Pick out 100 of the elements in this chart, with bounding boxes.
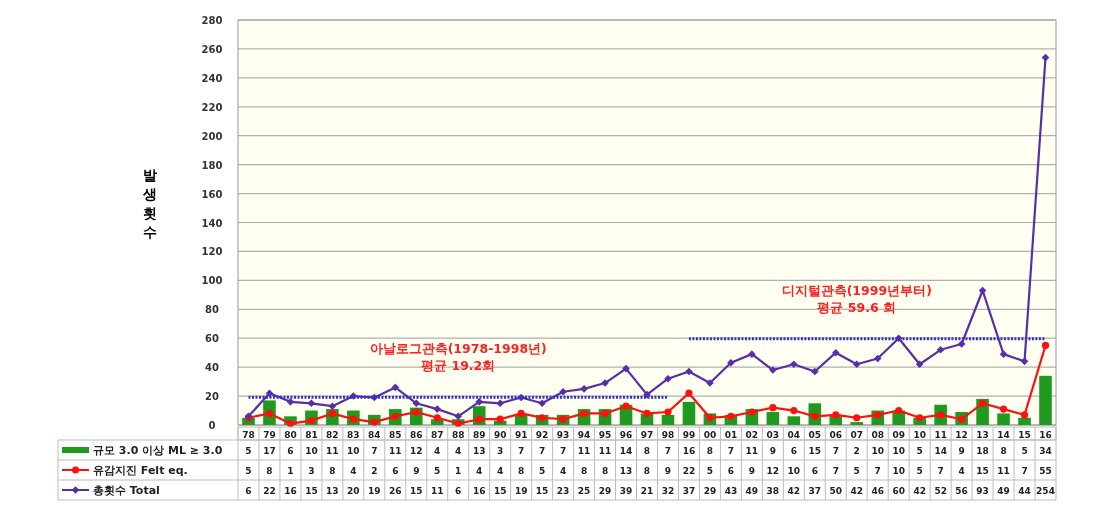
data-label: 42 xyxy=(850,485,864,496)
y-tick-label: 80 xyxy=(205,304,219,316)
data-label: 32 xyxy=(661,485,675,496)
x-tick-label: 15 xyxy=(1018,429,1031,440)
data-label: 5 xyxy=(916,445,923,456)
y-axis-title: 발생 횟수 xyxy=(142,167,157,240)
data-label: 11 xyxy=(997,465,1010,476)
data-label: 7 xyxy=(539,445,546,456)
data-label: 2 xyxy=(371,465,378,476)
x-tick-label: 99 xyxy=(682,429,696,440)
y-tick-label: 220 xyxy=(201,101,223,113)
x-tick-label: 09 xyxy=(892,429,905,440)
x-tick-label: 00 xyxy=(703,429,717,440)
data-label: 7 xyxy=(559,445,567,456)
data-label: 37 xyxy=(682,485,696,496)
data-label: 3 xyxy=(308,465,315,476)
y-tick-label: 280 xyxy=(201,15,223,26)
data-label: 49 xyxy=(997,485,1010,496)
data-label: 5 xyxy=(434,465,441,476)
data-label: 5 xyxy=(853,465,860,476)
data-label: 49 xyxy=(745,485,759,496)
data-label: 1 xyxy=(455,465,462,476)
x-tick-label: 78 xyxy=(242,429,255,440)
data-label: 8 xyxy=(580,465,588,476)
data-label: 8 xyxy=(643,445,651,456)
data-label: 8 xyxy=(706,445,714,456)
data-label: 11 xyxy=(389,445,402,456)
data-label: 8 xyxy=(518,465,525,476)
data-label: 6 xyxy=(811,465,818,476)
y-tick-label: 60 xyxy=(205,333,219,345)
x-tick-label: 04 xyxy=(787,429,801,440)
y-tick-label: 200 xyxy=(201,130,223,142)
y-tick-label: 40 xyxy=(205,362,219,374)
data-label: 7 xyxy=(832,465,839,476)
data-label: 60 xyxy=(892,485,905,496)
data-label: 4 xyxy=(497,465,504,476)
data-label: 3 xyxy=(497,445,504,456)
data-label: 6 xyxy=(790,445,797,456)
data-label: 4 xyxy=(434,445,441,456)
data-label: 5 xyxy=(245,465,252,476)
data-label: 39 xyxy=(619,485,633,496)
x-tick-label: 16 xyxy=(1039,429,1052,440)
data-label: 7 xyxy=(937,465,944,476)
x-tick-label: 01 xyxy=(724,429,738,440)
data-label: 38 xyxy=(766,485,780,496)
x-tick-label: 91 xyxy=(514,429,528,440)
data-label: 26 xyxy=(389,485,402,496)
data-label: 22 xyxy=(682,465,696,476)
x-tick-label: 88 xyxy=(451,429,465,440)
data-label: 4 xyxy=(476,465,483,476)
data-label: 254 xyxy=(1036,485,1055,496)
x-tick-label: 87 xyxy=(430,429,444,440)
data-label: 93 xyxy=(976,485,989,496)
data-label: 10 xyxy=(347,445,360,456)
data-label: 9 xyxy=(769,445,776,456)
x-tick-label: 96 xyxy=(619,429,633,440)
data-label: 11 xyxy=(430,485,444,496)
data-label: 50 xyxy=(829,485,843,496)
data-label: 5 xyxy=(245,445,252,456)
x-tick-label: 94 xyxy=(577,429,591,440)
x-tick-label: 11 xyxy=(934,429,947,440)
data-label: 15 xyxy=(535,485,549,496)
data-label: 10 xyxy=(787,465,801,476)
x-tick-label: 10 xyxy=(913,429,926,440)
data-label: 22 xyxy=(263,485,276,496)
x-tick-label: 89 xyxy=(472,429,486,440)
data-label: 7 xyxy=(664,445,672,456)
data-label: 44 xyxy=(1018,485,1031,496)
x-tick-label: 85 xyxy=(389,429,402,440)
legend-label: 총횟수 Total xyxy=(93,484,160,497)
data-label: 34 xyxy=(1039,445,1052,456)
data-label: 2 xyxy=(853,445,860,456)
x-tick-label: 82 xyxy=(326,429,339,440)
data-label: 11 xyxy=(598,445,612,456)
x-tick-label: 05 xyxy=(808,429,822,440)
x-tick-label: 80 xyxy=(284,429,297,440)
x-tick-label: 79 xyxy=(263,429,276,440)
data-label: 16 xyxy=(682,445,696,456)
data-label: 23 xyxy=(556,485,570,496)
x-tick-label: 03 xyxy=(766,429,780,440)
x-tick-label: 86 xyxy=(410,429,423,440)
x-tick-label: 98 xyxy=(661,429,675,440)
data-label: 9 xyxy=(413,465,420,476)
data-label: 19 xyxy=(368,485,381,496)
x-tick-label: 92 xyxy=(535,429,549,440)
x-tick-label: 95 xyxy=(598,429,612,440)
data-label: 5 xyxy=(1021,445,1028,456)
y-tick-label: 160 xyxy=(201,188,223,200)
y-tick-label: 180 xyxy=(201,159,223,171)
data-label: 9 xyxy=(664,465,672,476)
data-label: 52 xyxy=(934,485,947,496)
data-label: 15 xyxy=(493,485,507,496)
data-label: 4 xyxy=(350,465,357,476)
data-label: 29 xyxy=(598,485,612,496)
data-label: 7 xyxy=(727,445,735,456)
data-label: 13 xyxy=(619,465,633,476)
annotation: 디지털관측(1999년부터) 평균 59.6 회 xyxy=(781,282,932,315)
data-label: 11 xyxy=(577,445,591,456)
data-label: 7 xyxy=(371,445,378,456)
x-tick-label: 13 xyxy=(976,429,989,440)
